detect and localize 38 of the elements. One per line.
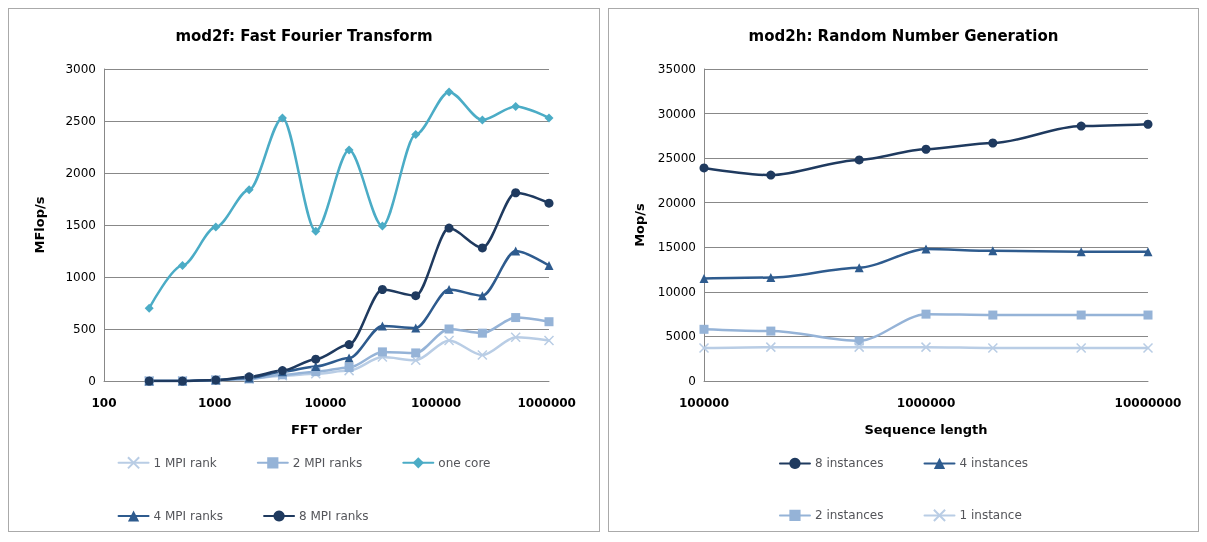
x-tick-label: 10000 xyxy=(304,396,347,410)
y-tick-label: 0 xyxy=(88,374,96,388)
y-tick-label: 20000 xyxy=(657,195,696,210)
legend-label: 1 MPI rank xyxy=(153,455,217,470)
x-tick-label: 100 xyxy=(91,396,117,410)
y-tick-label: 5000 xyxy=(665,329,696,344)
legend-label: 1 instance xyxy=(959,508,1022,523)
y-tick-label: 2000 xyxy=(65,166,96,180)
x-axis-title: Sequence length xyxy=(864,422,988,437)
y-tick-label: 500 xyxy=(73,322,96,336)
x-tick-label: 100000 xyxy=(410,396,462,410)
legend-label: 4 MPI ranks xyxy=(153,509,224,523)
y-axis-title: MFlop/s xyxy=(32,196,47,254)
y-tick-label: 1000 xyxy=(65,270,96,284)
y-tick-label: 0 xyxy=(688,374,696,388)
legend-label: one core xyxy=(438,455,491,470)
x-tick-label: 1000 xyxy=(197,396,232,410)
y-tick-label: 35000 xyxy=(657,62,696,76)
legend-label: 2 instances xyxy=(814,508,884,523)
y-tick-label: 30000 xyxy=(657,106,696,121)
x-tick-label: 10000000 xyxy=(1114,396,1182,410)
legend-label: 8 instances xyxy=(814,456,884,471)
legend-label: 4 instances xyxy=(959,456,1029,471)
chart-title: mod2h: Random Number Generation xyxy=(748,26,1059,45)
x-tick-label: 1000000 xyxy=(896,396,956,410)
x-tick-label: 1000000 xyxy=(517,396,576,410)
y-tick-label: 10000 xyxy=(657,284,696,299)
y-axis-title: Mop/s xyxy=(632,202,647,247)
y-tick-label: 15000 xyxy=(657,240,696,255)
legend-label: 2 MPI ranks xyxy=(292,455,363,470)
legend-label: 8 MPI ranks xyxy=(299,509,369,523)
y-tick-label: 1500 xyxy=(65,218,96,232)
x-axis-title: FFT order xyxy=(290,422,363,437)
y-tick-label: 3000 xyxy=(65,62,96,76)
chart-title: mod2f: Fast Fourier Transform xyxy=(175,26,433,45)
y-tick-label: 2500 xyxy=(65,114,96,128)
x-tick-label: 100000 xyxy=(678,396,730,410)
y-tick-label: 25000 xyxy=(657,151,696,166)
